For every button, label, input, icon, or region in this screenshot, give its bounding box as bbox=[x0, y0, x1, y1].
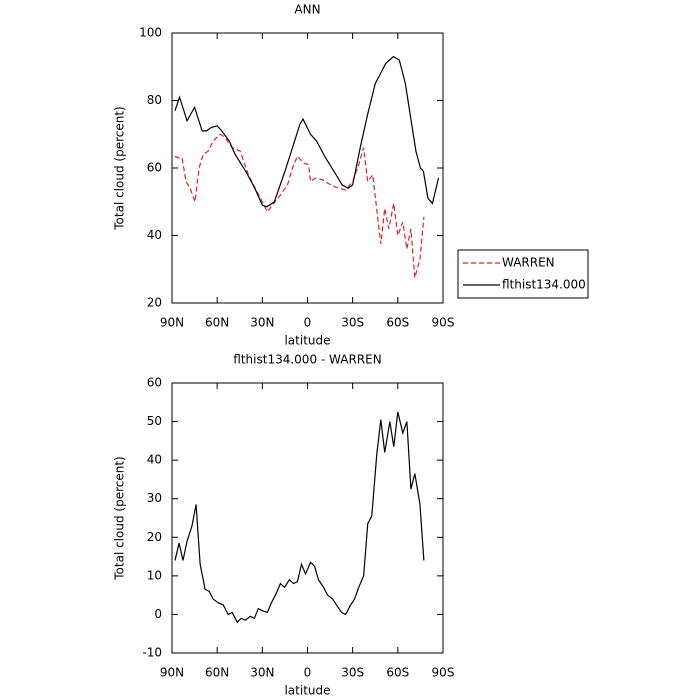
data-line bbox=[174, 55, 440, 208]
y-axis-label: Total cloud (percent) bbox=[113, 456, 127, 580]
y-tick-label: 100 bbox=[139, 26, 162, 40]
y-tick-label: 0 bbox=[154, 607, 162, 621]
data-line bbox=[174, 411, 425, 624]
x-tick-label: 30N bbox=[250, 316, 274, 330]
x-tick-label: 0 bbox=[304, 666, 312, 680]
x-tick-label: 60S bbox=[386, 666, 409, 680]
y-tick-label: 60 bbox=[147, 161, 162, 175]
plot-frame bbox=[171, 382, 444, 654]
y-tick-label: 40 bbox=[147, 453, 162, 467]
x-tick-label: 30S bbox=[341, 666, 364, 680]
x-tick-label: 30S bbox=[341, 316, 364, 330]
y-tick-label: 30 bbox=[147, 491, 162, 505]
y-tick-label: -10 bbox=[142, 646, 162, 660]
data-line bbox=[174, 133, 425, 278]
y-tick-label: 50 bbox=[147, 414, 162, 428]
x-axis-label: latitude bbox=[284, 684, 330, 698]
x-tick-label: 90N bbox=[160, 316, 184, 330]
y-tick-label: 20 bbox=[147, 296, 162, 310]
x-tick-label: 0 bbox=[304, 316, 312, 330]
legend-box bbox=[457, 249, 589, 299]
y-tick-label: 20 bbox=[147, 530, 162, 544]
y-tick-label: 10 bbox=[147, 568, 162, 582]
y-tick-label: 40 bbox=[147, 228, 162, 242]
x-tick-label: 60S bbox=[386, 316, 409, 330]
plot-frame bbox=[171, 32, 444, 304]
x-tick-label: 90N bbox=[160, 666, 184, 680]
x-tick-label: 30N bbox=[250, 666, 274, 680]
legend-label: flthist134.000 bbox=[502, 278, 586, 292]
x-tick-label: 90S bbox=[432, 666, 455, 680]
x-tick-label: 60N bbox=[205, 666, 229, 680]
x-tick-label: 90S bbox=[432, 316, 455, 330]
chart-title: flthist134.000 - WARREN bbox=[233, 353, 381, 367]
x-tick-label: 60N bbox=[205, 316, 229, 330]
y-axis-label: Total cloud (percent) bbox=[113, 106, 127, 230]
chart-title: ANN bbox=[294, 3, 320, 17]
legend-label: WARREN bbox=[502, 256, 555, 270]
y-tick-label: 60 bbox=[147, 376, 162, 390]
x-axis-label: latitude bbox=[284, 334, 330, 348]
y-tick-label: 80 bbox=[147, 93, 162, 107]
